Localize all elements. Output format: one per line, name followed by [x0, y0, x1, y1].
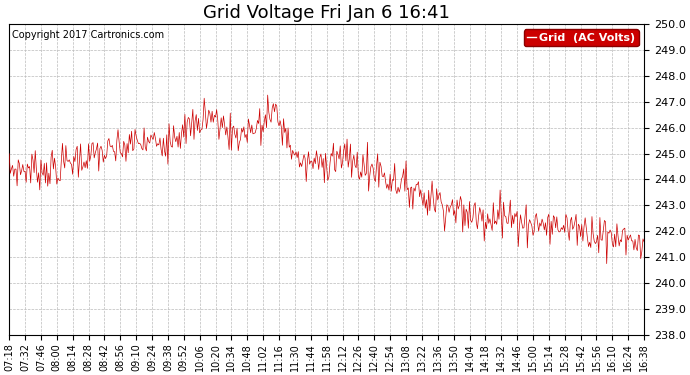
Legend: Grid  (AC Volts): Grid (AC Volts) [524, 29, 638, 46]
Text: Copyright 2017 Cartronics.com: Copyright 2017 Cartronics.com [12, 30, 164, 40]
Title: Grid Voltage Fri Jan 6 16:41: Grid Voltage Fri Jan 6 16:41 [203, 4, 450, 22]
